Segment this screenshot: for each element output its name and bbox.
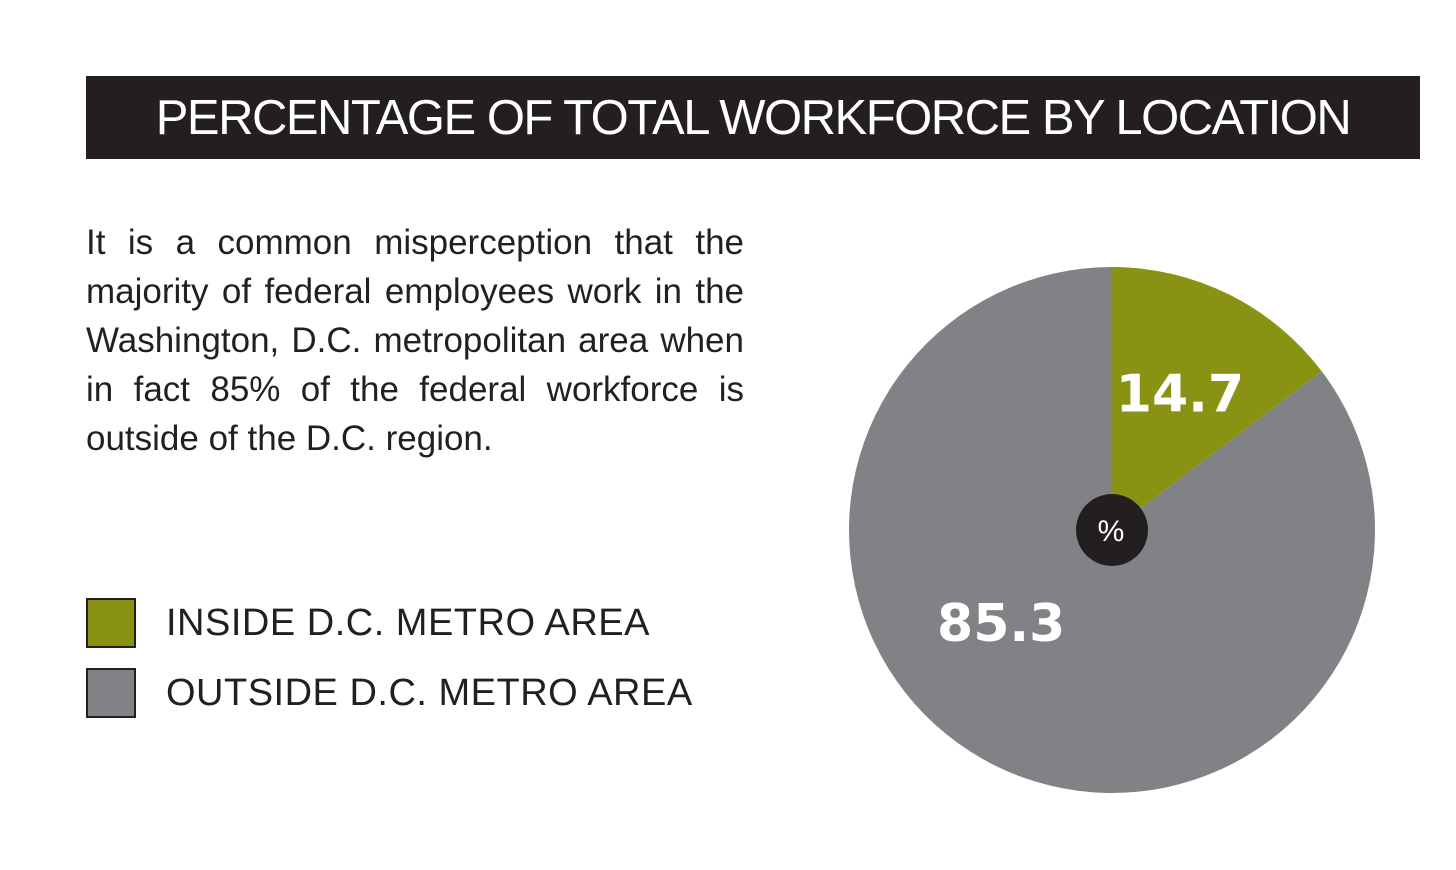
title-bar: PERCENTAGE OF TOTAL WORKFORCE BY LOCATIO… xyxy=(86,76,1420,159)
description-text: It is a common misperception that the ma… xyxy=(86,223,744,458)
pie-chart: 14.7 85.3 % xyxy=(849,267,1375,794)
chart-title: PERCENTAGE OF TOTAL WORKFORCE BY LOCATIO… xyxy=(155,90,1352,145)
center-unit-label: % xyxy=(1098,515,1125,548)
legend: INSIDE D.C. METRO AREA OUTSIDE D.C. METR… xyxy=(86,596,693,736)
pie-slice-inside xyxy=(1112,267,1322,530)
legend-label-outside: OUTSIDE D.C. METRO AREA xyxy=(166,671,693,714)
pie-value-label-outside: 85.3 xyxy=(937,594,1065,654)
legend-item-outside: OUTSIDE D.C. METRO AREA xyxy=(86,666,693,720)
legend-swatch-outside xyxy=(86,668,136,718)
legend-item-inside: INSIDE D.C. METRO AREA xyxy=(86,596,693,650)
center-circle xyxy=(1076,494,1148,566)
pie-value-label-inside: 14.7 xyxy=(1116,364,1244,424)
legend-label-inside: INSIDE D.C. METRO AREA xyxy=(166,601,650,644)
legend-swatch-inside xyxy=(86,598,136,648)
